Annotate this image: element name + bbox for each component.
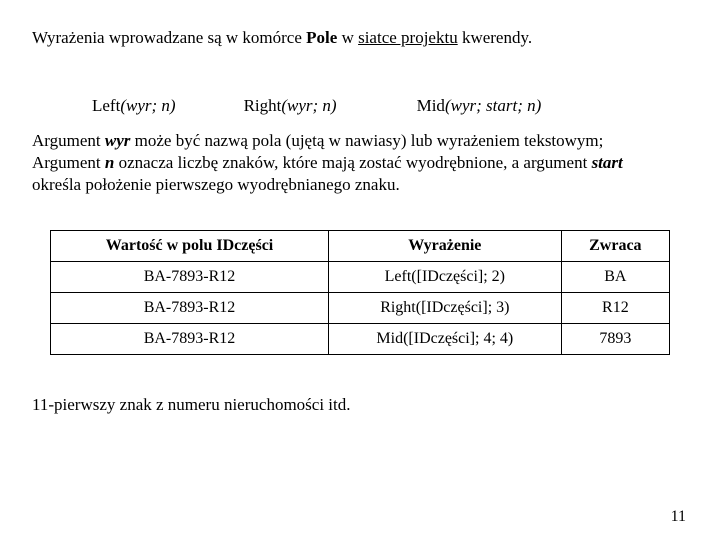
description: Argument wyr może być nazwą pola (ujętą … [32, 130, 688, 196]
desc-l1c: może być nazwą pola (ujętą w nawiasy) lu… [130, 131, 603, 150]
desc-l1a: Argument [32, 131, 105, 150]
func-left-args: (wyr; n) [120, 96, 175, 115]
th-returns: Zwraca [561, 231, 669, 262]
desc-l2a: Argument [32, 153, 105, 172]
cell: R12 [561, 293, 669, 324]
func-right-name: Right [244, 96, 282, 115]
th-expr: Wyrażenie [328, 231, 561, 262]
cell: Right([IDczęści]; 3) [328, 293, 561, 324]
cell: BA [561, 262, 669, 293]
intro-post: kwerendy. [458, 28, 532, 47]
table-row: BA-7893-R12 Left([IDczęści]; 2) BA [51, 262, 670, 293]
functions-row: Left(wyr; n) Right(wyr; n) Mid(wyr; star… [32, 96, 688, 116]
func-right: Right(wyr; n) [244, 96, 337, 116]
cell: BA-7893-R12 [51, 293, 329, 324]
table-header-row: Wartość w polu IDczęści Wyrażenie Zwraca [51, 231, 670, 262]
page-number: 11 [671, 508, 686, 526]
intro-pre: Wyrażenia wprowadzane są w komórce [32, 28, 306, 47]
cell: Left([IDczęści]; 2) [328, 262, 561, 293]
cell: 7893 [561, 324, 669, 355]
func-right-args: (wyr; n) [281, 96, 336, 115]
th-value: Wartość w polu IDczęści [51, 231, 329, 262]
table-row: BA-7893-R12 Right([IDczęści]; 3) R12 [51, 293, 670, 324]
examples-table: Wartość w polu IDczęści Wyrażenie Zwraca… [50, 230, 670, 355]
desc-l2d: start [592, 153, 623, 172]
func-left-name: Left [92, 96, 120, 115]
func-mid-name: Mid [417, 96, 445, 115]
intro-underline: siatce projektu [358, 28, 458, 47]
func-mid-args: (wyr; start; n) [445, 96, 541, 115]
intro-bold: Pole [306, 28, 337, 47]
table-row: BA-7893-R12 Mid([IDczęści]; 4; 4) 7893 [51, 324, 670, 355]
desc-l1b: wyr [105, 131, 131, 150]
desc-l2c: oznacza liczbę znaków, które mają zostać… [114, 153, 591, 172]
desc-l2b: n [105, 153, 114, 172]
func-mid: Mid(wyr; start; n) [417, 96, 542, 116]
cell: Mid([IDczęści]; 4; 4) [328, 324, 561, 355]
cell: BA-7893-R12 [51, 324, 329, 355]
func-left: Left(wyr; n) [92, 96, 176, 116]
intro-mid: w [337, 28, 358, 47]
cell: BA-7893-R12 [51, 262, 329, 293]
footer-note: 11-pierwszy znak z numeru nieruchomości … [32, 395, 688, 415]
desc-l3: określa położenie pierwszego wyodrębnian… [32, 175, 400, 194]
intro-text: Wyrażenia wprowadzane są w komórce Pole … [32, 28, 688, 48]
